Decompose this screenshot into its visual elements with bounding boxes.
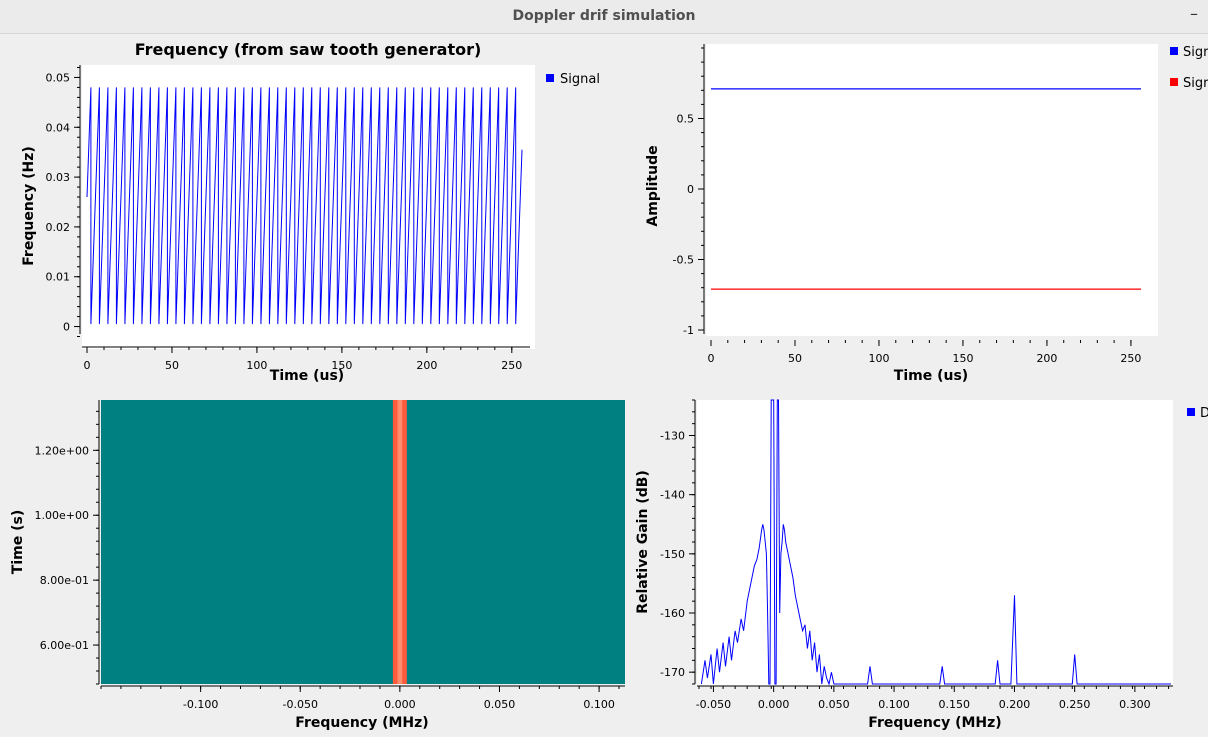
series-line-spectrum [700,399,1171,686]
y-tick-label: 0.04 [46,121,71,134]
y-tick-label: 1.20e+00 [35,444,89,457]
y-tick-label: -130 [660,430,685,443]
legend-swatch-series-2 [1170,78,1178,86]
x-tick-label: 50 [165,359,179,372]
y-tick-label: 8.00e-01 [40,574,89,587]
y-tick-label: 0.05 [46,71,71,84]
plot-canvas [82,65,535,349]
legend-swatch-signal-1 [546,74,554,82]
y-axis-label: Relative Gain (dB) [635,470,651,614]
spectrum-plot[interactable]: -130 -140 -150 -160 -170 -0.050 0.000 0.050 0.10… [630,390,1208,737]
x-tick-label: -0.100 [183,698,218,711]
y-tick-label: 0 [63,321,70,334]
x-tick-label: 250 [1120,352,1141,365]
x-tick-label: 0.050 [818,698,850,711]
legend-swatch-series-1 [1187,408,1195,416]
x-tick-label: 0.200 [999,698,1031,711]
y-tick-label: -140 [660,489,685,502]
y-tick-label: 1.00e+00 [35,509,89,522]
y-axis-label: Frequency (Hz) [21,146,37,265]
x-tick-label: 0 [84,359,91,372]
x-tick-label: 200 [1036,352,1057,365]
chart-title: Frequency (from saw tooth generator) [135,40,482,59]
x-axis-label: Frequency (MHz) [868,715,1001,731]
y-tick-label: -1 [683,324,694,337]
x-tick-label: -0.050 [696,698,731,711]
x-tick-label: 0.100 [583,698,615,711]
waterfall-band-2 [397,400,403,684]
legend-label-series-1[interactable]: Sigr [1183,45,1208,60]
x-tick-label: 0 [708,352,715,365]
waterfall-plot[interactable]: 6.00e-01 8.00e-01 1.00e+00 1.20e+00 -0.100 -0… [0,390,630,737]
y-tick-label: 6.00e-01 [40,639,89,652]
series-line-signal-1 [86,87,523,325]
y-tick-label: 0.5 [677,113,695,126]
y-tick-label: 0.03 [46,171,71,184]
x-tick-label: 0.000 [384,698,416,711]
waterfall-background [101,400,625,684]
y-axis-label: Time (s) [10,510,26,574]
x-axis-label: Frequency (MHz) [295,715,428,731]
x-tick-label: 200 [416,359,437,372]
x-tick-label: 0.050 [484,698,516,711]
y-tick-label: -0.5 [673,254,694,267]
legend-label-series-1[interactable]: D [1200,406,1208,421]
legend-label-signal-1[interactable]: Signal 1 [560,72,600,87]
x-tick-label: 250 [501,359,522,372]
y-tick-label: -170 [660,666,685,679]
x-tick-label: 50 [788,352,802,365]
window-title: Doppler drif simulation [512,8,696,24]
x-tick-label: 0.250 [1059,698,1091,711]
x-tick-label: 100 [246,359,267,372]
y-tick-label: 0.01 [46,271,71,284]
x-tick-label: 150 [952,352,973,365]
y-tick-label: -150 [660,548,685,561]
y-axis-label: Amplitude [645,145,661,226]
x-axis-label: Time (us) [894,368,968,384]
x-tick-label: 0.150 [939,698,971,711]
legend-label-series-2[interactable]: Sigr [1183,76,1208,91]
x-tick-label: -0.050 [283,698,318,711]
y-tick-label: 0.02 [46,221,71,234]
x-tick-label: 0.100 [878,698,910,711]
frequency-plot[interactable]: Frequency (from saw tooth generator) 0 0.… [0,34,600,384]
amplitude-plot[interactable]: 0.5 0 -0.5 -1 0 50 100 150 200 250 Time (us) Ampl… [600,34,1208,384]
x-tick-label: 0.000 [758,698,790,711]
y-tick-label: 0 [687,183,694,196]
x-tick-label: 0.300 [1119,698,1151,711]
y-tick-label: -160 [660,607,685,620]
x-tick-label: 100 [868,352,889,365]
x-tick-label: 150 [331,359,352,372]
x-axis-label: Time (us) [270,368,344,384]
plot-canvas [706,44,1158,336]
window-titlebar: Doppler drif simulation – [0,0,1208,34]
legend-swatch-series-1 [1170,47,1178,55]
minimize-button[interactable]: – [1190,4,1198,23]
